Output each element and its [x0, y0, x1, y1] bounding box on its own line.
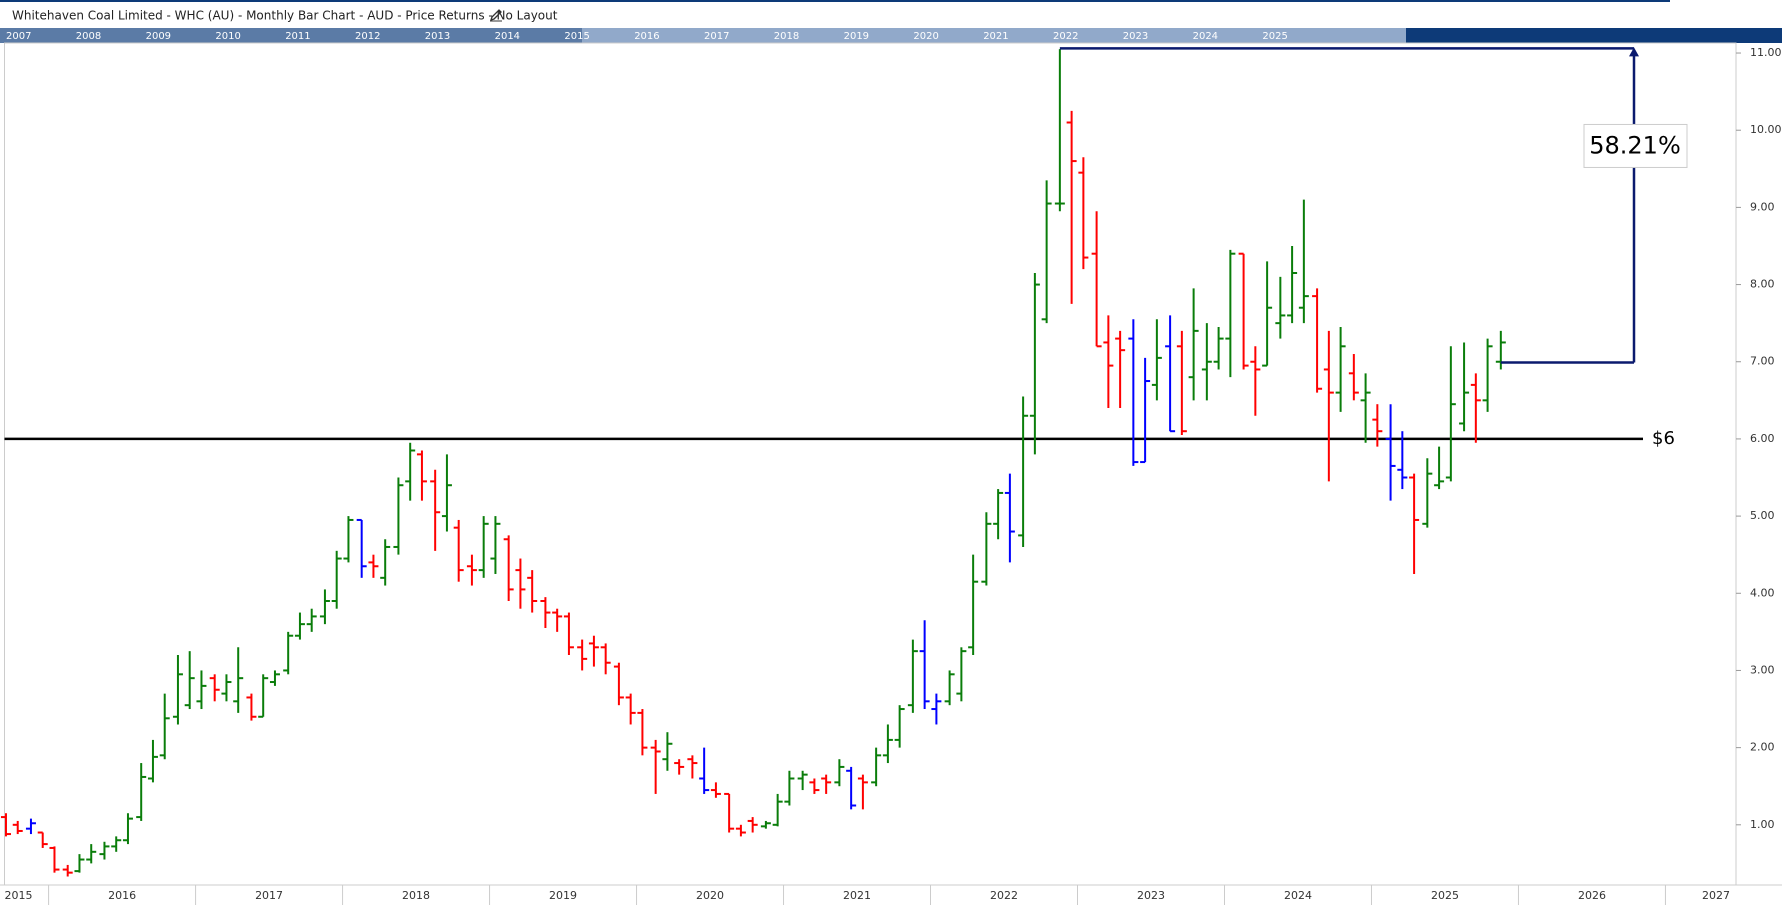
x-tick-label: 2024	[1284, 889, 1312, 902]
x-tick-label: 2016	[108, 889, 136, 902]
plot-frame	[4, 42, 1737, 886]
x-tick-label: 2021	[843, 889, 871, 902]
y-tick-label: 5.00	[1750, 509, 1775, 522]
top-border	[0, 0, 1670, 2]
edit-icon[interactable]	[489, 9, 502, 22]
y-tick-label: 9.00	[1750, 200, 1775, 213]
navigator-year: 2008	[76, 31, 101, 42]
x-tick-label: 2025	[1431, 889, 1459, 902]
y-tick-label: 6.00	[1750, 432, 1775, 445]
navigator-year: 2011	[285, 31, 310, 42]
navigator-history	[0, 28, 582, 43]
support-label: $6	[1652, 428, 1675, 449]
chart-title: Whitehaven Coal Limited - WHC (AU) - Mon…	[12, 9, 558, 23]
navigator-year: 2009	[146, 31, 171, 42]
navigator-year: 2017	[704, 31, 729, 42]
x-tick-label: 2017	[255, 889, 283, 902]
y-tick-label: 3.00	[1750, 663, 1775, 676]
x-tick-label: 2026	[1578, 889, 1606, 902]
navigator-year: 2020	[913, 31, 938, 42]
y-tick-label: 8.00	[1750, 278, 1775, 291]
navigator-year: 2021	[983, 31, 1008, 42]
measure-label: 58.21%	[1589, 131, 1681, 159]
navigator-year: 2015	[564, 31, 589, 42]
navigator-year: 2012	[355, 31, 380, 42]
arrow-head	[1629, 47, 1639, 57]
x-tick-label: 2019	[549, 889, 577, 902]
x-tick-label: 2018	[402, 889, 430, 902]
x-tick-label: 2027	[1702, 889, 1730, 902]
navigator-year: 2023	[1123, 31, 1148, 42]
y-tick-label: 2.00	[1750, 741, 1775, 754]
measure-box	[1583, 123, 1688, 168]
x-tick-label: 2015	[5, 889, 33, 902]
y-tick-label: 11.00	[1750, 46, 1782, 59]
navigator-year: 2007	[6, 31, 31, 42]
x-tick-label: 2023	[1137, 889, 1165, 902]
y-tick-label: 1.00	[1750, 818, 1775, 831]
navigator-year: 2013	[425, 31, 450, 42]
y-tick-label: 7.00	[1750, 355, 1775, 368]
navigator-year: 2022	[1053, 31, 1078, 42]
navigator-year: 2014	[495, 31, 520, 42]
navigator-window[interactable]	[582, 28, 1406, 43]
y-tick-label: 4.00	[1750, 586, 1775, 599]
navigator-year: 2019	[844, 31, 869, 42]
navigator-year: 2016	[634, 31, 659, 42]
navigator-year: 2024	[1193, 31, 1218, 42]
x-tick-label: 2020	[696, 889, 724, 902]
navigator-year: 2025	[1262, 31, 1287, 42]
navigator-year: 2010	[215, 31, 240, 42]
navigator-year: 2018	[774, 31, 799, 42]
y-tick-label: 10.00	[1750, 123, 1782, 136]
x-tick-label: 2022	[990, 889, 1018, 902]
